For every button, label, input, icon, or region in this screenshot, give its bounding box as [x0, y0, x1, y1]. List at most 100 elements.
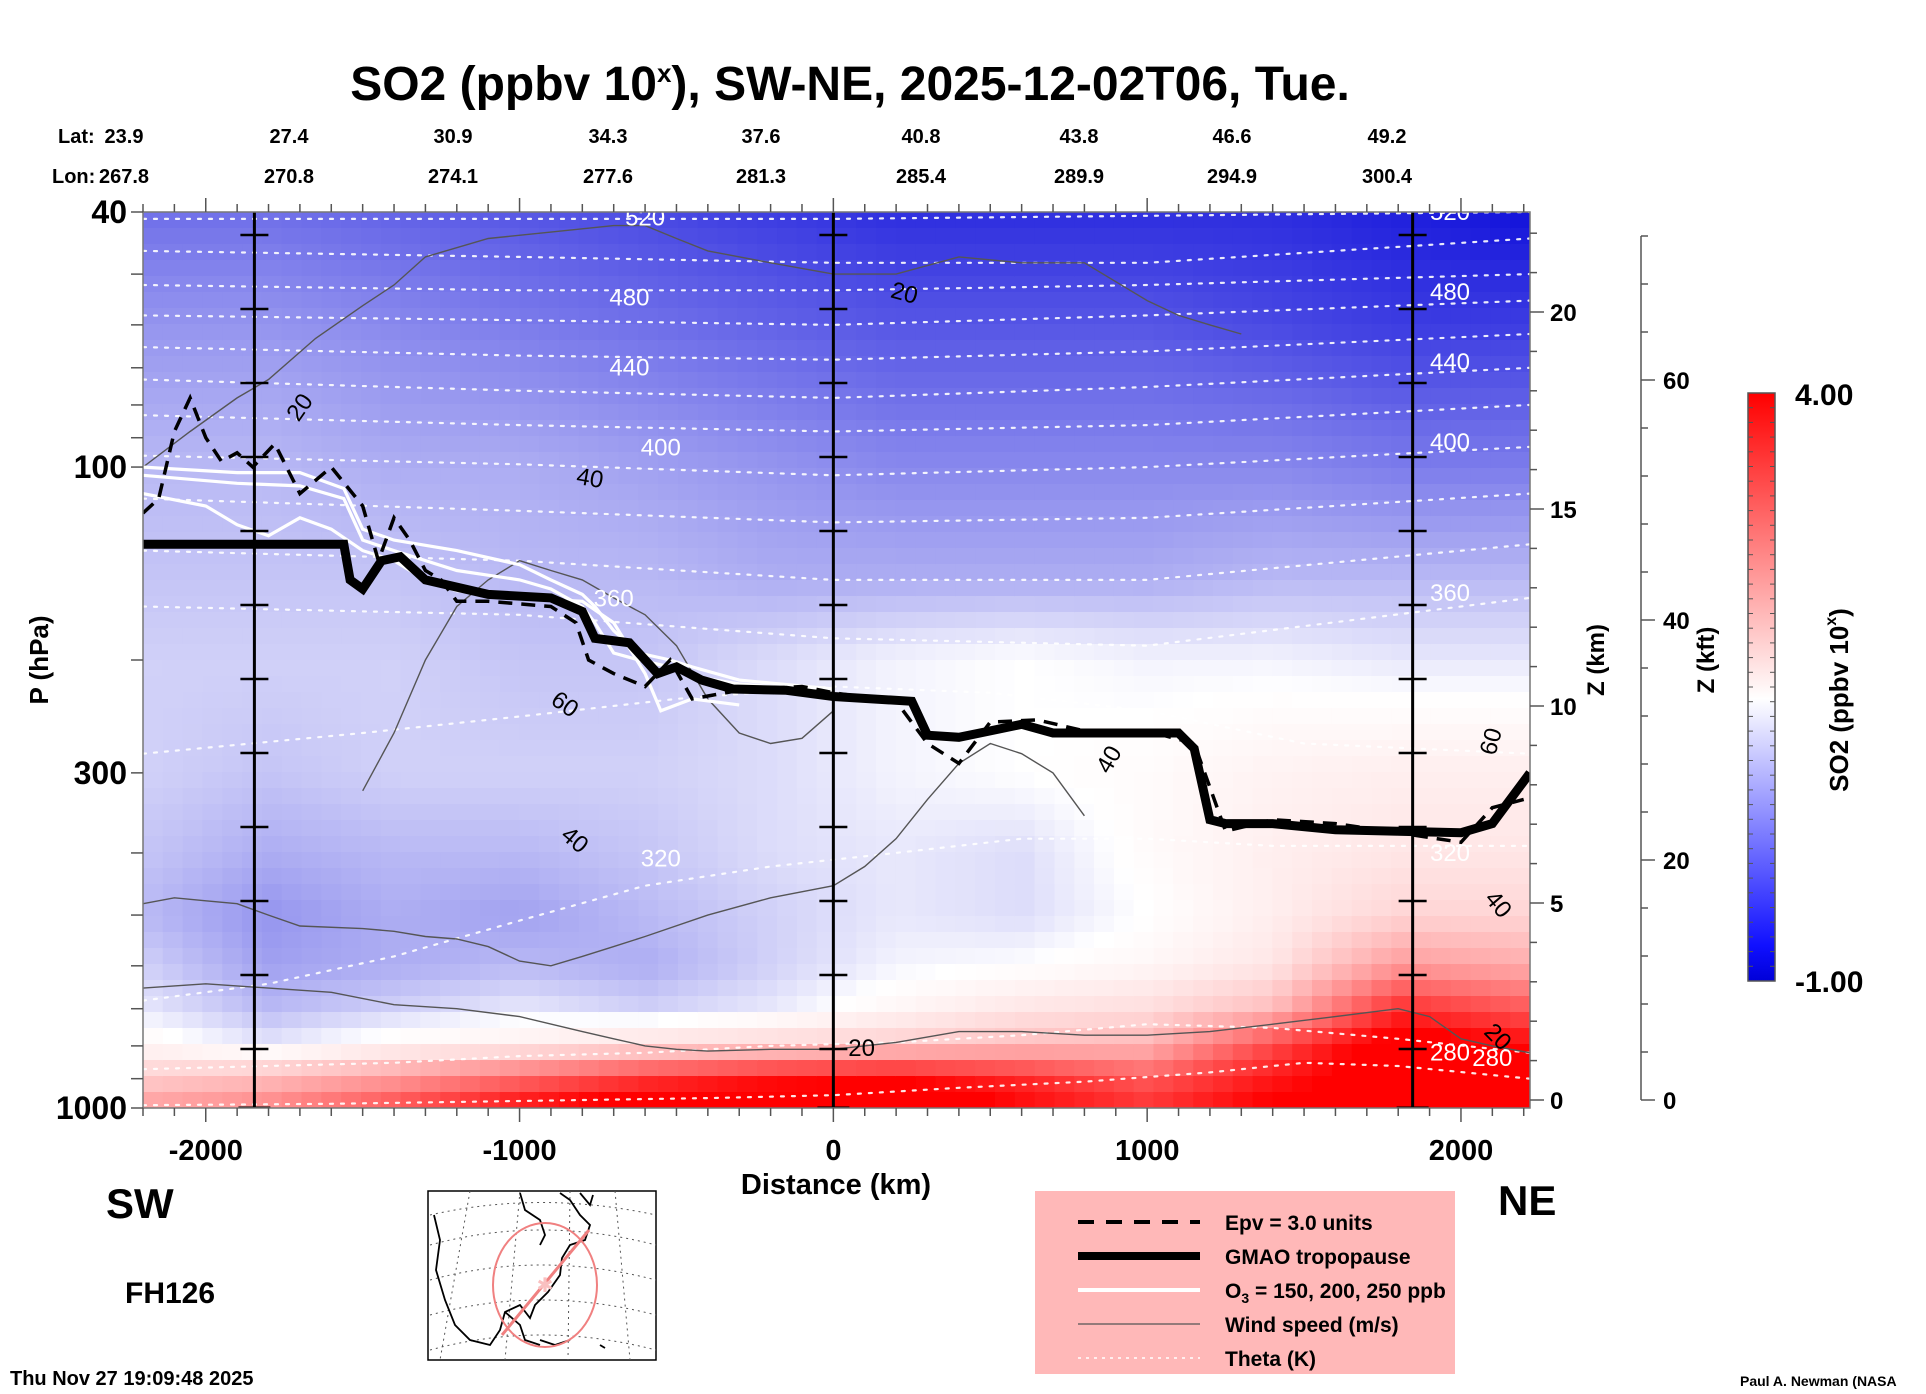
- heatmap-cell: [1213, 580, 1234, 597]
- heatmap-cell: [1054, 420, 1076, 437]
- colorbar-max-label: 4.00: [1795, 379, 1853, 412]
- heatmap-cell: [1510, 900, 1530, 917]
- heatmap-cell: [460, 452, 481, 469]
- heatmap-cell: [1331, 788, 1353, 805]
- heatmap-cell: [1213, 1092, 1234, 1108]
- heatmap-cell: [1213, 708, 1234, 725]
- heatmap-cell: [737, 644, 758, 661]
- heatmap-cell: [1411, 660, 1432, 677]
- heatmap-cell: [915, 388, 937, 405]
- heatmap-cell: [539, 916, 560, 933]
- heatmap-cell: [658, 820, 679, 837]
- heatmap-cell: [1470, 340, 1492, 357]
- heatmap-cell: [757, 852, 778, 869]
- heatmap-cell: [935, 788, 957, 805]
- heatmap-cell: [658, 356, 679, 373]
- heatmap-cell: [935, 644, 957, 661]
- heatmap-cell: [975, 628, 996, 645]
- heatmap-cell: [261, 804, 283, 821]
- heatmap-cell: [143, 788, 164, 805]
- heatmap-cell: [261, 644, 283, 661]
- heatmap-cell: [697, 404, 719, 421]
- heatmap-cell: [1391, 868, 1412, 885]
- heatmap-cell: [955, 596, 976, 613]
- heatmap-cell: [915, 340, 937, 357]
- heatmap-cell: [717, 276, 739, 293]
- heatmap-cell: [321, 244, 342, 261]
- vertical-markers: [238, 212, 1429, 1108]
- heatmap-cell: [420, 388, 441, 405]
- heatmap-cell: [678, 900, 699, 917]
- z-kft-tick-label: 20: [1663, 848, 1690, 875]
- heatmap-cell: [1490, 372, 1511, 389]
- heatmap-cell: [618, 852, 640, 869]
- heatmap-cell: [796, 308, 818, 325]
- heatmap-cell: [202, 1028, 223, 1045]
- heatmap-cell: [400, 852, 422, 869]
- heatmap-cell: [777, 772, 798, 789]
- heatmap-cell: [1173, 580, 1194, 597]
- heatmap-cell: [261, 484, 283, 501]
- heatmap-cell: [1292, 420, 1313, 437]
- heatmap-cell: [1232, 260, 1254, 277]
- heatmap-cell: [261, 900, 283, 917]
- heatmap-cell: [1391, 628, 1412, 645]
- heatmap-cell: [1292, 404, 1313, 421]
- heatmap-cell: [1490, 692, 1511, 709]
- heatmap-cell: [678, 468, 699, 485]
- heatmap-cell: [836, 1092, 858, 1108]
- heatmap-cell: [1490, 1092, 1511, 1108]
- heatmap-cell: [955, 228, 976, 245]
- heatmap-cell: [856, 308, 877, 325]
- heatmap-cell: [202, 260, 223, 277]
- heatmap-cell: [202, 564, 223, 581]
- heatmap-cell: [915, 580, 937, 597]
- heatmap-cell: [598, 996, 620, 1013]
- theta-label: 360: [594, 586, 634, 613]
- heatmap-cell: [1213, 1028, 1234, 1045]
- heatmap-cell: [836, 996, 858, 1013]
- heatmap-cell: [1113, 292, 1135, 309]
- heatmap-cell: [1351, 356, 1373, 373]
- heatmap-cell: [1232, 932, 1254, 949]
- heatmap-cell: [460, 900, 481, 917]
- heatmap-cell: [1153, 420, 1175, 437]
- heatmap-cell: [1094, 1076, 1115, 1093]
- heatmap-cell: [1252, 516, 1274, 533]
- heatmap-cell: [1153, 692, 1175, 709]
- heatmap-cell: [1094, 324, 1115, 341]
- heatmap-cell: [578, 900, 600, 917]
- heatmap-cell: [876, 596, 897, 613]
- heatmap-cell: [1430, 484, 1452, 501]
- heatmap-cell: [1034, 628, 1056, 645]
- heatmap-cell: [380, 212, 402, 229]
- heatmap-cell: [1292, 228, 1313, 245]
- heatmap-cell: [519, 1060, 541, 1077]
- heatmap-cell: [341, 1060, 362, 1077]
- heatmap-cell: [1034, 484, 1056, 501]
- heatmap-cell: [1034, 676, 1056, 693]
- heatmap-cell: [856, 884, 877, 901]
- heatmap-cell: [578, 1044, 600, 1061]
- heatmap-cell: [281, 916, 303, 933]
- heatmap-cell: [1213, 612, 1234, 629]
- heatmap-cell: [1014, 740, 1036, 757]
- heatmap-cell: [341, 900, 362, 917]
- heatmap-cell: [1371, 772, 1393, 789]
- heatmap-cell: [1391, 500, 1412, 517]
- heatmap-cell: [995, 452, 1016, 469]
- heatmap-cell: [1391, 420, 1412, 437]
- heatmap-cell: [598, 516, 620, 533]
- heatmap-cell: [1510, 1060, 1530, 1077]
- heatmap-cell: [1450, 468, 1472, 485]
- heatmap-cell: [638, 372, 659, 389]
- heatmap-cell: [955, 468, 976, 485]
- heatmap-cell: [1014, 884, 1036, 901]
- heatmap-cell: [361, 516, 382, 533]
- heatmap-cell: [856, 436, 877, 453]
- heatmap-cell: [796, 276, 818, 293]
- heatmap-cell: [678, 580, 699, 597]
- heatmap-cell: [559, 388, 580, 405]
- heatmap-cell: [1173, 932, 1194, 949]
- heatmap-cell: [1054, 820, 1076, 837]
